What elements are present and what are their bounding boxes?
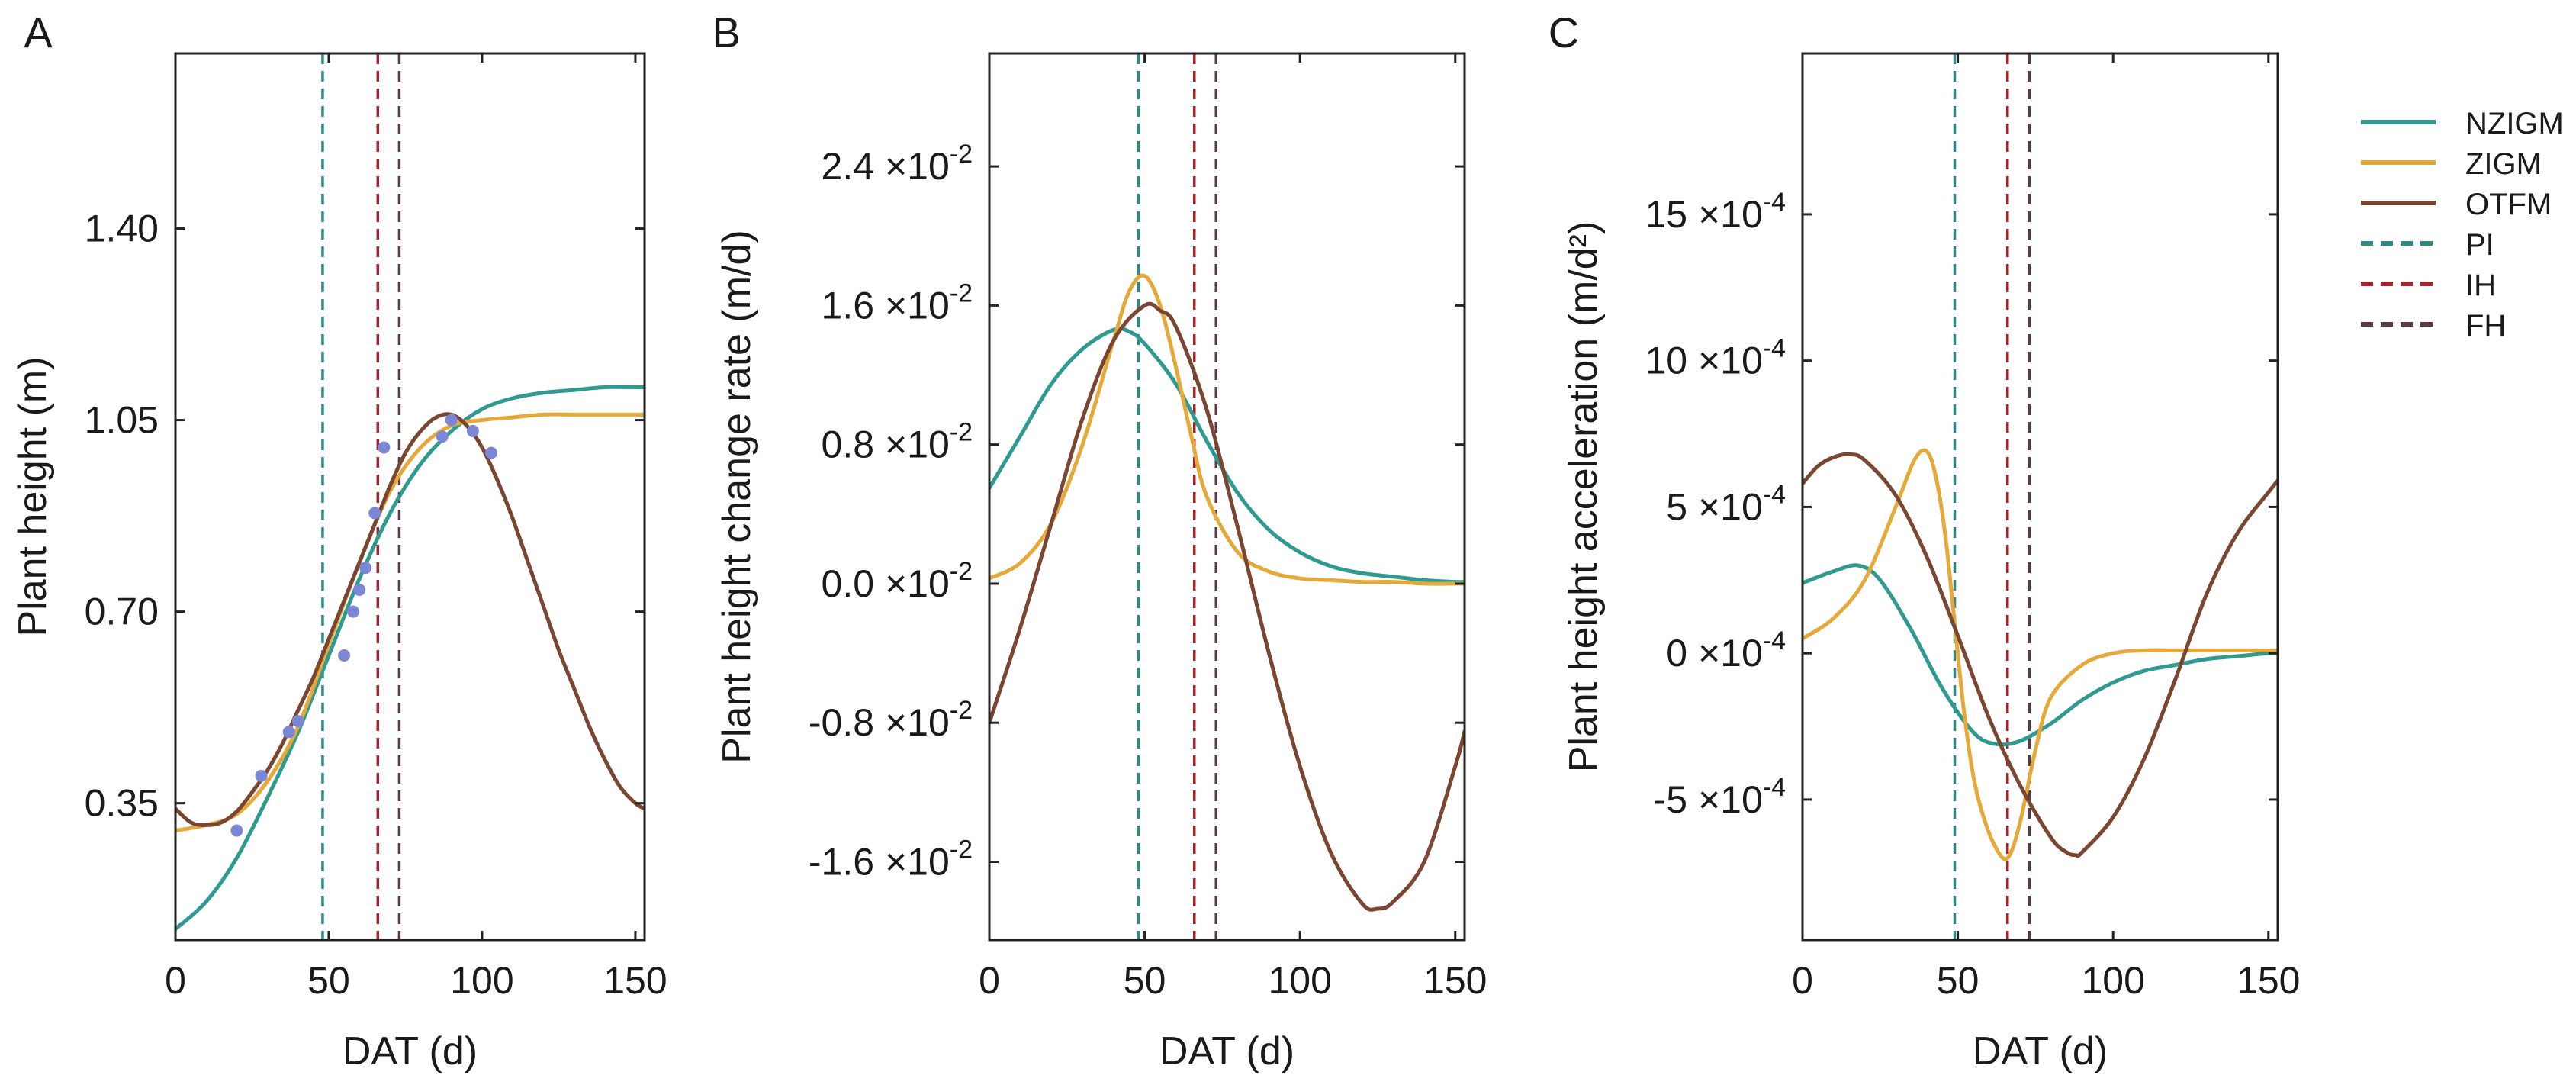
y-tick-label: 0 ×10-4 [1666, 626, 1786, 675]
y-tick-label: -0.8 ×10-2 [809, 696, 973, 744]
data-point [347, 605, 360, 618]
plot-frame [988, 52, 1466, 942]
x-tick-label: 50 [1124, 959, 1166, 1002]
y-tick-label: 2.4 ×10-2 [822, 140, 973, 188]
series-line-nzigm [175, 385, 645, 932]
data-point [230, 824, 243, 837]
panel-label: B [712, 8, 740, 56]
x-tick-label: 150 [2237, 959, 2300, 1002]
x-axis-label: DAT (d) [343, 1029, 478, 1074]
series-line-zigm [989, 273, 1465, 586]
series-line-zigm [1803, 448, 2278, 861]
y-tick-label: 10 ×10-4 [1645, 334, 1786, 382]
data-point [466, 424, 479, 437]
panel-label: A [24, 8, 53, 56]
data-point [353, 583, 366, 596]
y-tick-label: 1.05 [85, 399, 159, 442]
data-point [368, 507, 381, 520]
data-point [282, 726, 295, 739]
legend-label: OTFM [2465, 188, 2552, 221]
data-point [255, 769, 268, 782]
x-tick-label: 100 [450, 959, 513, 1002]
plot-frame [174, 52, 646, 942]
series-line-otfm [989, 301, 1465, 912]
x-tick-label: 0 [979, 959, 1000, 1002]
legend-item-pi: PI [2361, 228, 2494, 262]
data-point [359, 562, 372, 575]
legend-item-fh: FH [2361, 309, 2506, 343]
series-line-nzigm [989, 327, 1465, 584]
y-axis-label: Plant height (m) [11, 356, 55, 636]
series-group [175, 385, 645, 932]
x-tick-label: 150 [1423, 959, 1487, 1002]
legend-label: ZIGM [2465, 147, 2542, 181]
legend-item-zigm: ZIGM [2361, 147, 2542, 181]
data-point [485, 446, 498, 459]
y-axis-label: Plant height acceleration (m/d²) [1561, 221, 1606, 773]
x-tick-label: 0 [1792, 959, 1813, 1002]
x-tick-label: 50 [1937, 959, 1979, 1002]
legend-label: FH [2465, 309, 2506, 343]
series-line-zigm [175, 412, 645, 833]
data-point [378, 441, 391, 454]
plot-frame [1801, 52, 2279, 942]
series-group [1803, 448, 2278, 861]
y-tick-label: 5 ×10-4 [1666, 480, 1786, 528]
x-axis-label: DAT (d) [1159, 1029, 1294, 1074]
y-tick-label: 0.8 ×10-2 [822, 418, 973, 466]
legend-item-ih: IH [2361, 269, 2496, 302]
panel-b: 0 50 100 150 -1.6 ×10-2 -0.8 ×10-2 0.0 ×10-2 0.… [712, 8, 1487, 1074]
legend-label: IH [2465, 269, 2496, 302]
x-tick-label: 100 [2081, 959, 2144, 1002]
x-tick-label: 0 [165, 959, 186, 1002]
series-group [989, 273, 1465, 912]
y-tick-label: 0.0 ×10-2 [822, 557, 973, 605]
y-tick-label: 0.35 [85, 782, 159, 825]
series-line-otfm [175, 412, 645, 827]
y-tick-label: -5 ×10-4 [1654, 773, 1786, 821]
y-tick-label: 1.40 [85, 208, 159, 250]
y-axis-label: Plant height change rate (m/d) [715, 230, 759, 764]
legend-label: PI [2465, 228, 2494, 262]
x-axis-label: DAT (d) [1973, 1029, 2108, 1074]
panel-label: C [1548, 8, 1579, 56]
series-line-otfm [1803, 452, 2278, 858]
x-tick-label: 100 [1268, 959, 1331, 1002]
y-tick-label: 15 ×10-4 [1645, 188, 1786, 236]
legend-item-otfm: OTFM [2361, 188, 2552, 221]
legend-item-nzigm: NZIGM [2361, 107, 2564, 140]
data-point [338, 649, 351, 662]
data-point [445, 414, 458, 427]
y-tick-label: 1.6 ×10-2 [822, 278, 973, 327]
y-tick-label: -1.6 ×10-2 [809, 835, 973, 883]
legend-label: NZIGM [2465, 107, 2564, 140]
legend: NZIGM ZIGM OTFM PI IH FH [2361, 107, 2564, 343]
y-tick-label: 0.70 [85, 591, 159, 633]
series-line-nzigm [1803, 563, 2278, 747]
panel-a: 0 50 100 150 0.35 0.70 1.05 1.40 DAT (d) Plant he… [11, 8, 667, 1074]
x-tick-label: 50 [307, 959, 350, 1002]
data-point [291, 715, 304, 728]
x-tick-label: 150 [603, 959, 667, 1002]
panel-c: 0 50 100 150 -5 ×10-4 0 ×10-4 5 ×10-4 10 ×10-4 1… [1548, 8, 2301, 1074]
panels: 0 50 100 150 0.35 0.70 1.05 1.40 DAT (d) Plant he… [11, 8, 2301, 1074]
data-point [436, 430, 449, 443]
